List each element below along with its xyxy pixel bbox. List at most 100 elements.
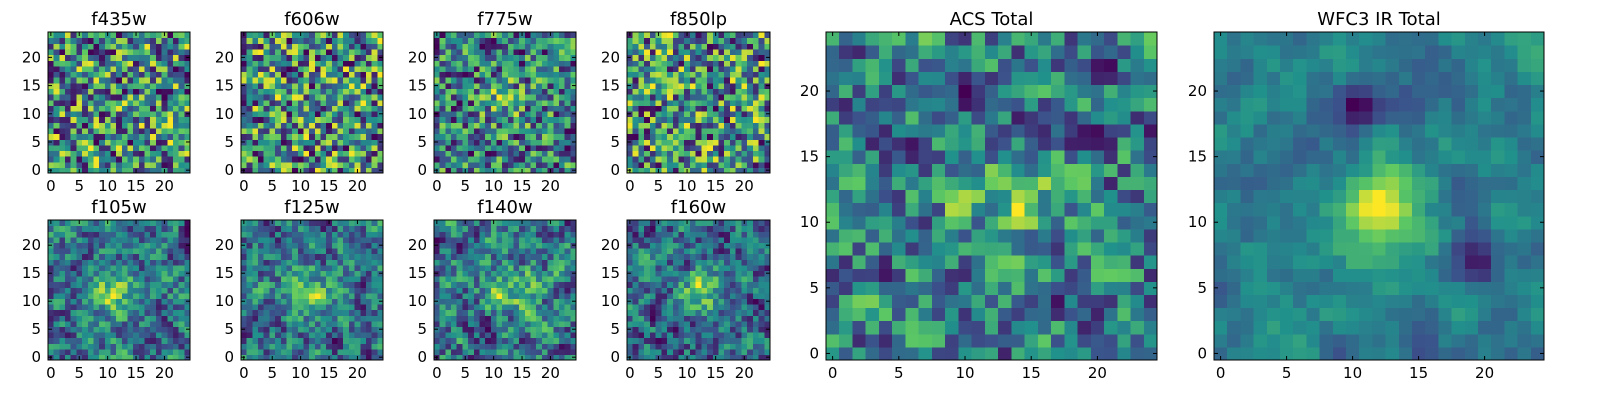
heatmap-cell [280,315,288,322]
heatmap-cell [104,122,112,129]
heatmap-cell [184,156,191,163]
heatmap-cell [462,150,469,157]
heatmap-cell [138,71,146,78]
heatmap-cell [747,133,754,140]
heatmap-cell [320,225,327,232]
heatmap-cell [59,133,66,140]
heatmap-cell [337,37,344,44]
heatmap-cell [76,127,83,135]
heatmap-cell [519,298,526,305]
heatmap-cell [303,48,310,56]
heatmap-cell [269,348,276,355]
heatmap-cell [93,231,100,238]
heatmap-cell [331,139,339,146]
heatmap-cell [82,292,89,299]
heatmap-cell [496,43,503,50]
heatmap-cell [246,248,253,255]
heatmap-cell [331,315,339,322]
heatmap-cell [337,348,344,355]
heatmap-cell [513,161,520,168]
heatmap-cell [513,122,520,129]
heatmap-cell [138,127,146,135]
heatmap-cell [524,337,532,344]
heatmap-cell [121,259,129,266]
heatmap-cell [456,43,463,50]
heatmap-cell [513,315,520,322]
heatmap-cell [331,99,339,106]
heatmap-cell [718,94,725,101]
heatmap-cell [121,65,129,73]
heatmap-cell [667,167,674,174]
heatmap-cell [507,71,515,78]
heatmap-cell [76,110,83,118]
heatmap-cell [456,320,463,327]
heatmap-cell [150,94,157,101]
heatmap-cell [348,144,356,152]
heatmap-cell [434,161,441,168]
heatmap-cell [297,292,305,299]
heatmap-cell [360,167,367,174]
heatmap-cell [184,281,191,288]
heatmap-cell [76,99,83,106]
heatmap-cell [541,225,549,232]
heatmap-cell [479,343,486,350]
heatmap-cell [365,236,373,243]
heatmap-cell [258,343,265,350]
heatmap-cell [320,161,327,168]
heatmap-cell [70,320,77,327]
heatmap-cell [655,156,662,163]
heatmap-cell [496,354,503,361]
heatmap-cell [513,264,520,271]
heatmap-cell [93,276,100,283]
heatmap-cell [127,343,134,350]
heatmap-cell [87,60,95,67]
heatmap-cell [479,236,486,243]
heatmap-cells [627,32,771,174]
heatmap-cell [348,309,356,316]
heatmap-cell [689,156,697,163]
heatmap-cell [331,116,339,123]
heatmap-cell [644,82,651,89]
heatmap-cell [758,139,765,146]
heatmap-cell [59,225,66,232]
heatmap-cell [76,156,83,163]
heatmap-cell [280,248,288,255]
heatmap-cell [667,43,674,50]
heatmap-cell [445,161,452,168]
heatmap-cell [258,122,265,129]
heatmap-cell [241,48,248,56]
heatmap-cell [348,253,356,260]
heatmap-cell [320,231,327,238]
heatmap-cell [252,315,259,322]
heatmap-cell [747,287,754,294]
heatmap-cell [661,348,668,355]
heatmap-cell [309,326,316,333]
heatmap-cell [530,77,537,84]
heatmap-cell [632,270,640,277]
heatmap-cell [65,332,72,339]
heatmap-cell [735,71,742,78]
heatmap-cell [479,139,486,146]
heatmap-cell [116,150,123,157]
heatmap-cell [485,242,492,249]
heatmap-cell [365,77,373,84]
heatmap-cell [519,315,526,322]
heatmap-cell [343,150,350,157]
heatmap-cell [570,332,577,339]
heatmap-cell [644,43,651,50]
heatmap-cell [456,65,463,73]
heatmap-cell [93,161,100,168]
y-tick-label: 10 [22,105,41,123]
heatmap-cell [178,264,185,271]
heatmap-cell [246,326,253,333]
x-tick-label: 15 [319,177,338,195]
heatmap-cell [570,77,577,84]
heatmap-cell [496,105,503,112]
heatmap-cell [644,304,651,311]
heatmap-cell [303,287,310,294]
heatmap-cell [275,127,282,135]
heatmap-cell [672,105,680,112]
heatmap-cell [263,253,270,260]
heatmap-cell [121,77,129,84]
heatmap-cell [70,315,77,322]
